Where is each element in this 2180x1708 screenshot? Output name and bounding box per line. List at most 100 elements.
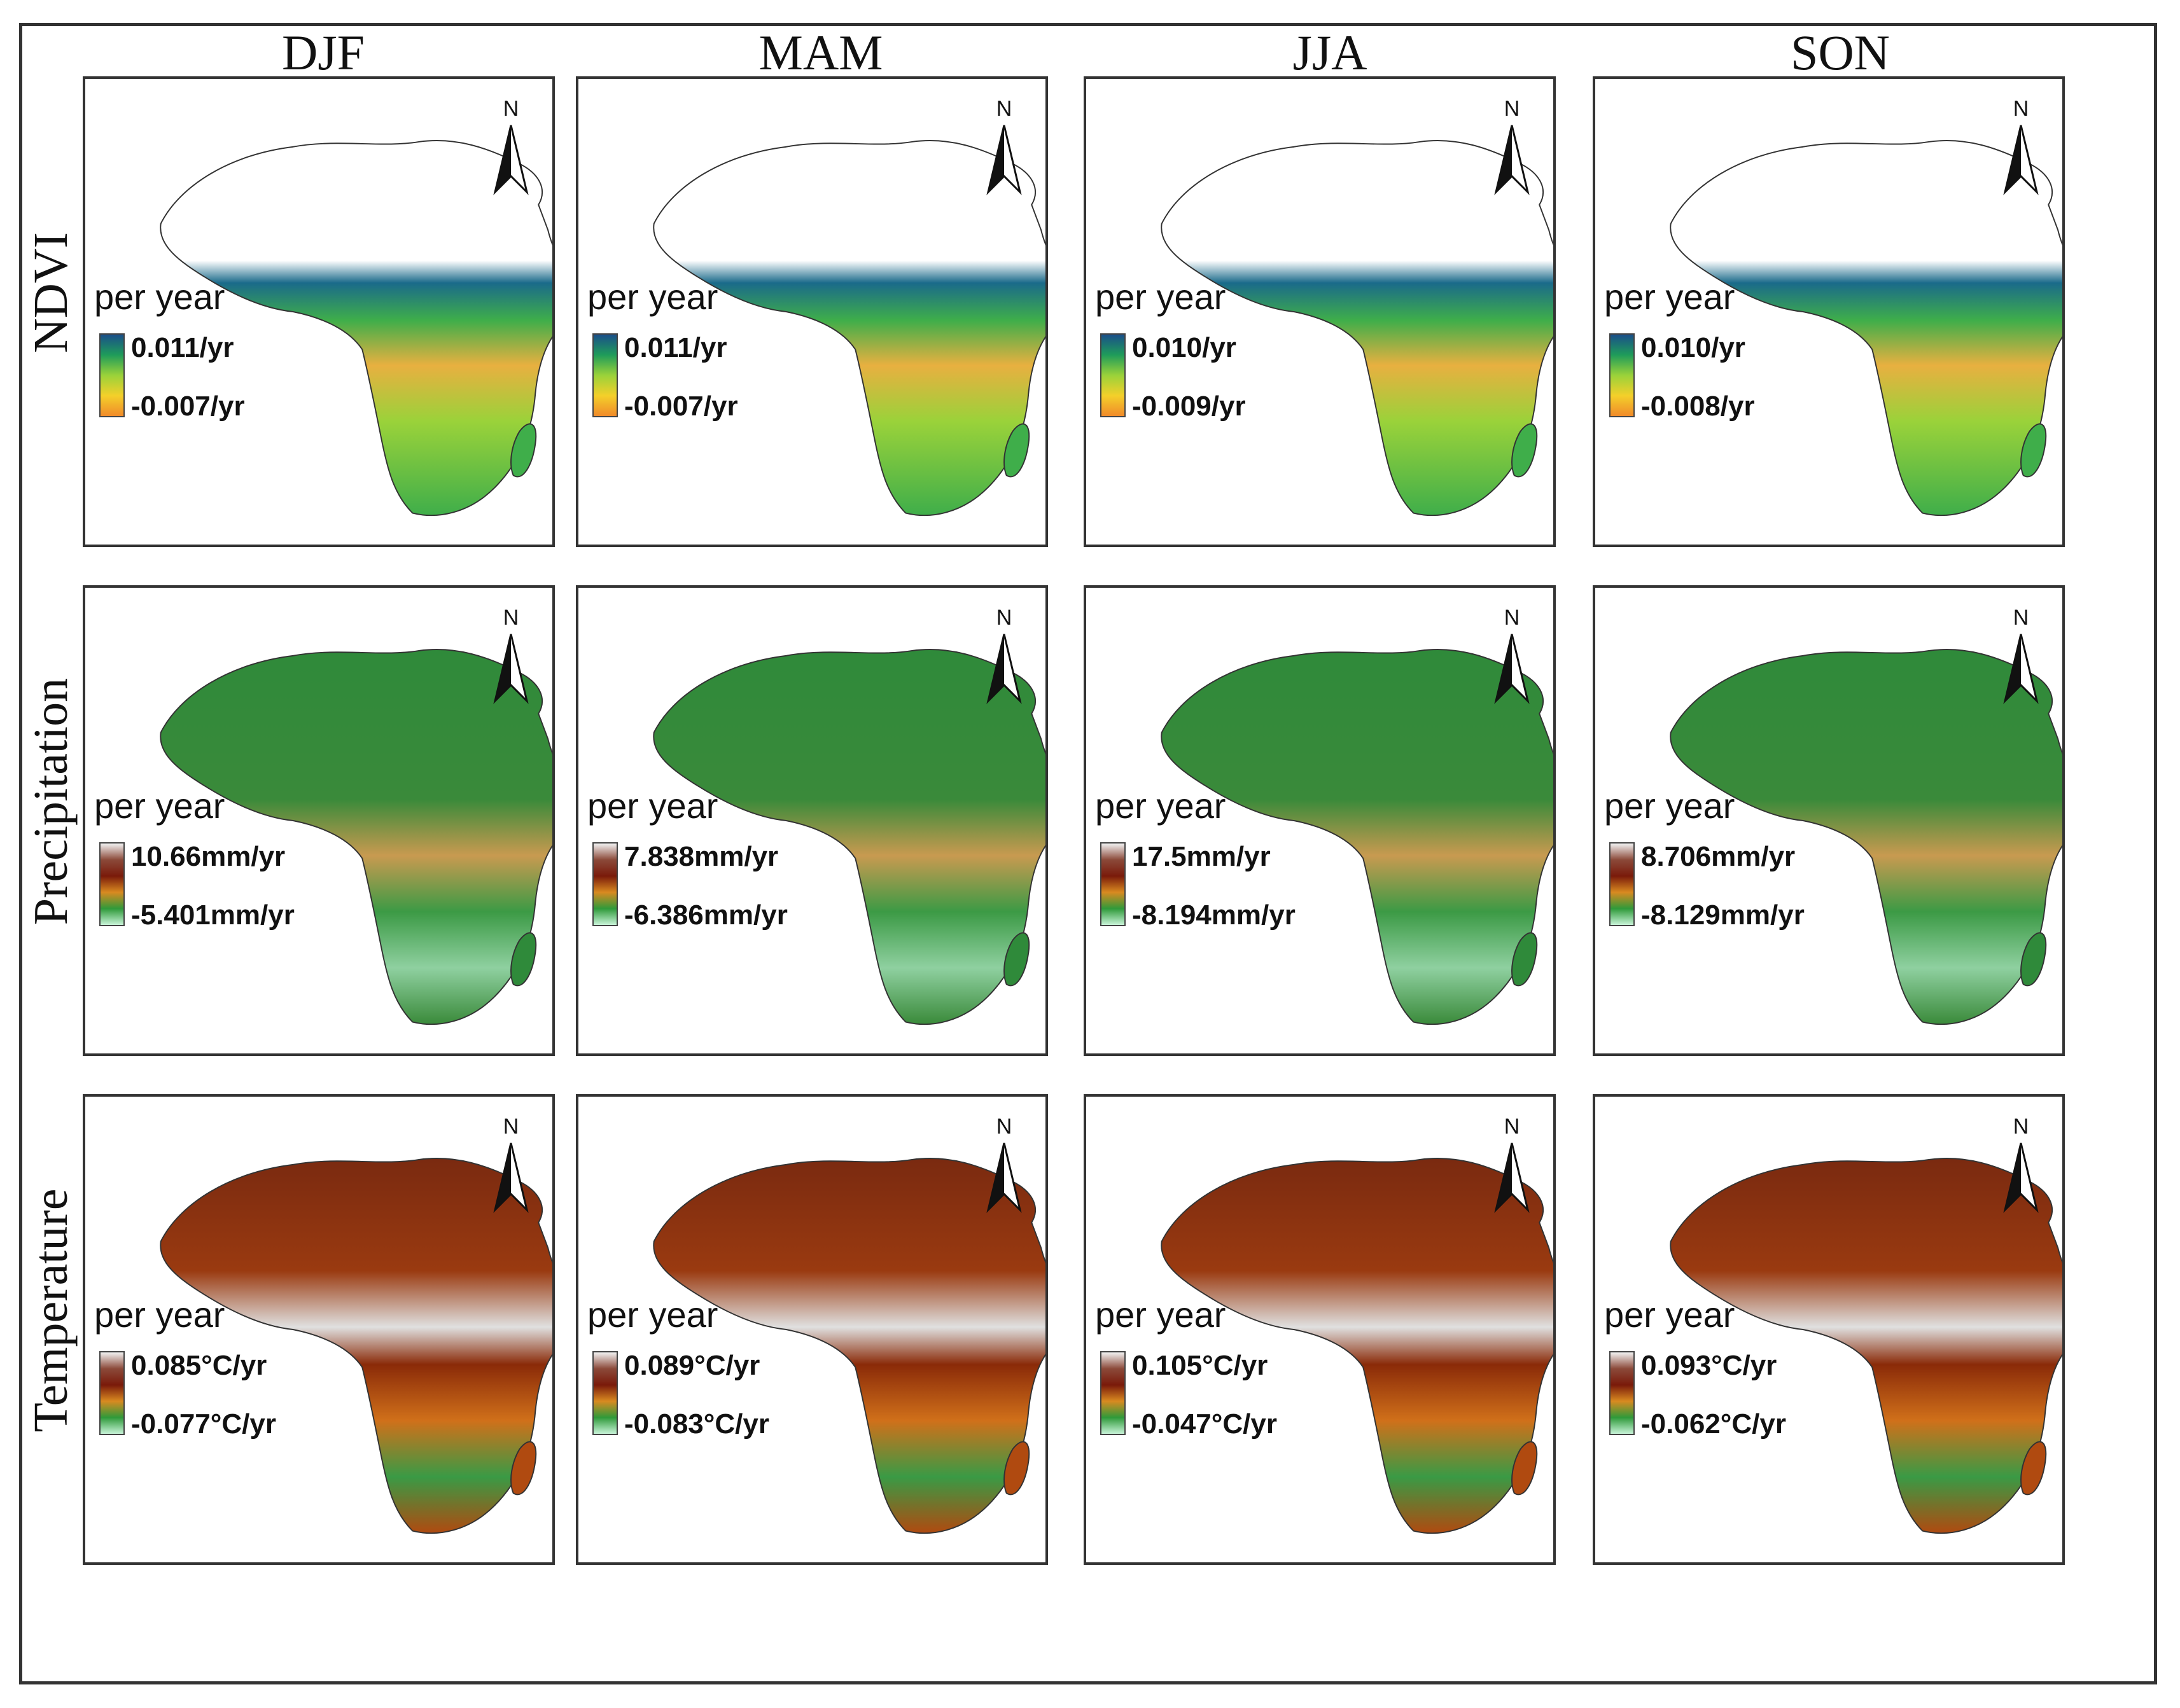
per-year-label: per year [587,277,718,317]
per-year-label: per year [1604,277,1735,317]
color-ramp-legend [1100,842,1126,926]
madagascar [1511,423,1538,478]
north-arrow-icon: N [1490,599,1534,707]
madagascar [2020,932,2047,987]
per-year-label: per year [1604,786,1735,826]
madagascar [510,423,537,478]
legend-max-value: 17.5mm/yr [1132,841,1271,872]
row-label-precipitation: Precipitation [24,677,78,926]
legend-min-value: -8.129mm/yr [1641,899,1805,931]
africa-continent [1670,649,2062,1025]
madagascar [2020,423,2047,478]
africa-map [653,140,1045,517]
per-year-label: per year [1095,786,1226,826]
africa-continent [653,649,1045,1025]
madagascar [1003,1441,1030,1496]
legend-min-value: -0.083°C/yr [624,1408,769,1440]
per-year-label: per year [587,1295,718,1335]
north-arrow-icon: N [1999,90,2043,198]
per-year-label: per year [94,1295,225,1335]
north-arrow-icon: N [1490,90,1534,198]
madagascar [2020,1441,2047,1496]
north-label: N [1504,1114,1520,1139]
figure-frame [19,23,2157,1684]
north-arrow-icon: N [982,1108,1026,1216]
legend-max-value: 0.105°C/yr [1132,1350,1268,1381]
legend-min-value: -0.007/yr [131,391,245,422]
per-year-label: per year [1095,277,1226,317]
madagascar [1003,932,1030,987]
season-header-son: SON [1790,25,1890,80]
legend-max-value: 10.66mm/yr [131,841,286,872]
north-arrow-icon: N [1999,1108,2043,1216]
legend-min-value: -0.009/yr [1132,391,1246,422]
madagascar [1511,1441,1538,1496]
north-label: N [996,97,1012,121]
africa-continent [1670,140,2062,517]
africa-map [160,140,552,517]
north-arrow-icon: N [1490,1108,1534,1216]
legend-max-value: 0.010/yr [1132,332,1236,363]
color-ramp-legend [1609,842,1635,926]
north-label: N [2013,606,2029,630]
per-year-label: per year [587,786,718,826]
africa-continent [653,1158,1045,1534]
north-label: N [1504,97,1520,121]
africa-map [1670,1158,2062,1534]
africa-map [1161,1158,1553,1534]
per-year-label: per year [1095,1295,1226,1335]
africa-continent [160,1158,552,1534]
legend-max-value: 8.706mm/yr [1641,841,1796,872]
per-year-label: per year [1604,1295,1735,1335]
africa-map [653,1158,1045,1534]
row-label-temperature: Temperature [24,1188,78,1433]
madagascar [510,1441,537,1496]
legend-max-value: 7.838mm/yr [624,841,779,872]
africa-map [160,649,552,1025]
africa-continent [1670,1158,2062,1534]
color-ramp-legend [99,333,125,417]
africa-map [653,649,1045,1025]
season-header-djf: DJF [281,25,365,80]
north-label: N [503,606,519,630]
season-header-mam: MAM [758,25,883,80]
legend-min-value: -6.386mm/yr [624,899,788,931]
africa-map [1161,140,1553,517]
north-arrow-icon: N [982,90,1026,198]
north-arrow-icon: N [1999,599,2043,707]
color-ramp-legend [592,842,618,926]
color-ramp-legend [1100,1351,1126,1435]
madagascar [510,932,537,987]
north-arrow-icon: N [982,599,1026,707]
color-ramp-legend [1609,1351,1635,1435]
legend-min-value: -0.047°C/yr [1132,1408,1277,1440]
africa-map [1670,649,2062,1025]
north-label: N [1504,606,1520,630]
legend-max-value: 0.085°C/yr [131,1350,267,1381]
legend-max-value: 0.011/yr [624,332,727,363]
madagascar [1511,932,1538,987]
per-year-label: per year [94,786,225,826]
legend-min-value: -0.007/yr [624,391,738,422]
north-arrow-icon: N [489,90,533,198]
north-label: N [996,606,1012,630]
africa-continent [160,649,552,1025]
color-ramp-legend [592,1351,618,1435]
africa-continent [1161,140,1553,517]
color-ramp-legend [1609,333,1635,417]
africa-continent [1161,1158,1553,1534]
north-label: N [503,97,519,121]
legend-min-value: -0.008/yr [1641,391,1755,422]
row-label-ndvi: NDVI [24,232,78,353]
madagascar [1003,423,1030,478]
